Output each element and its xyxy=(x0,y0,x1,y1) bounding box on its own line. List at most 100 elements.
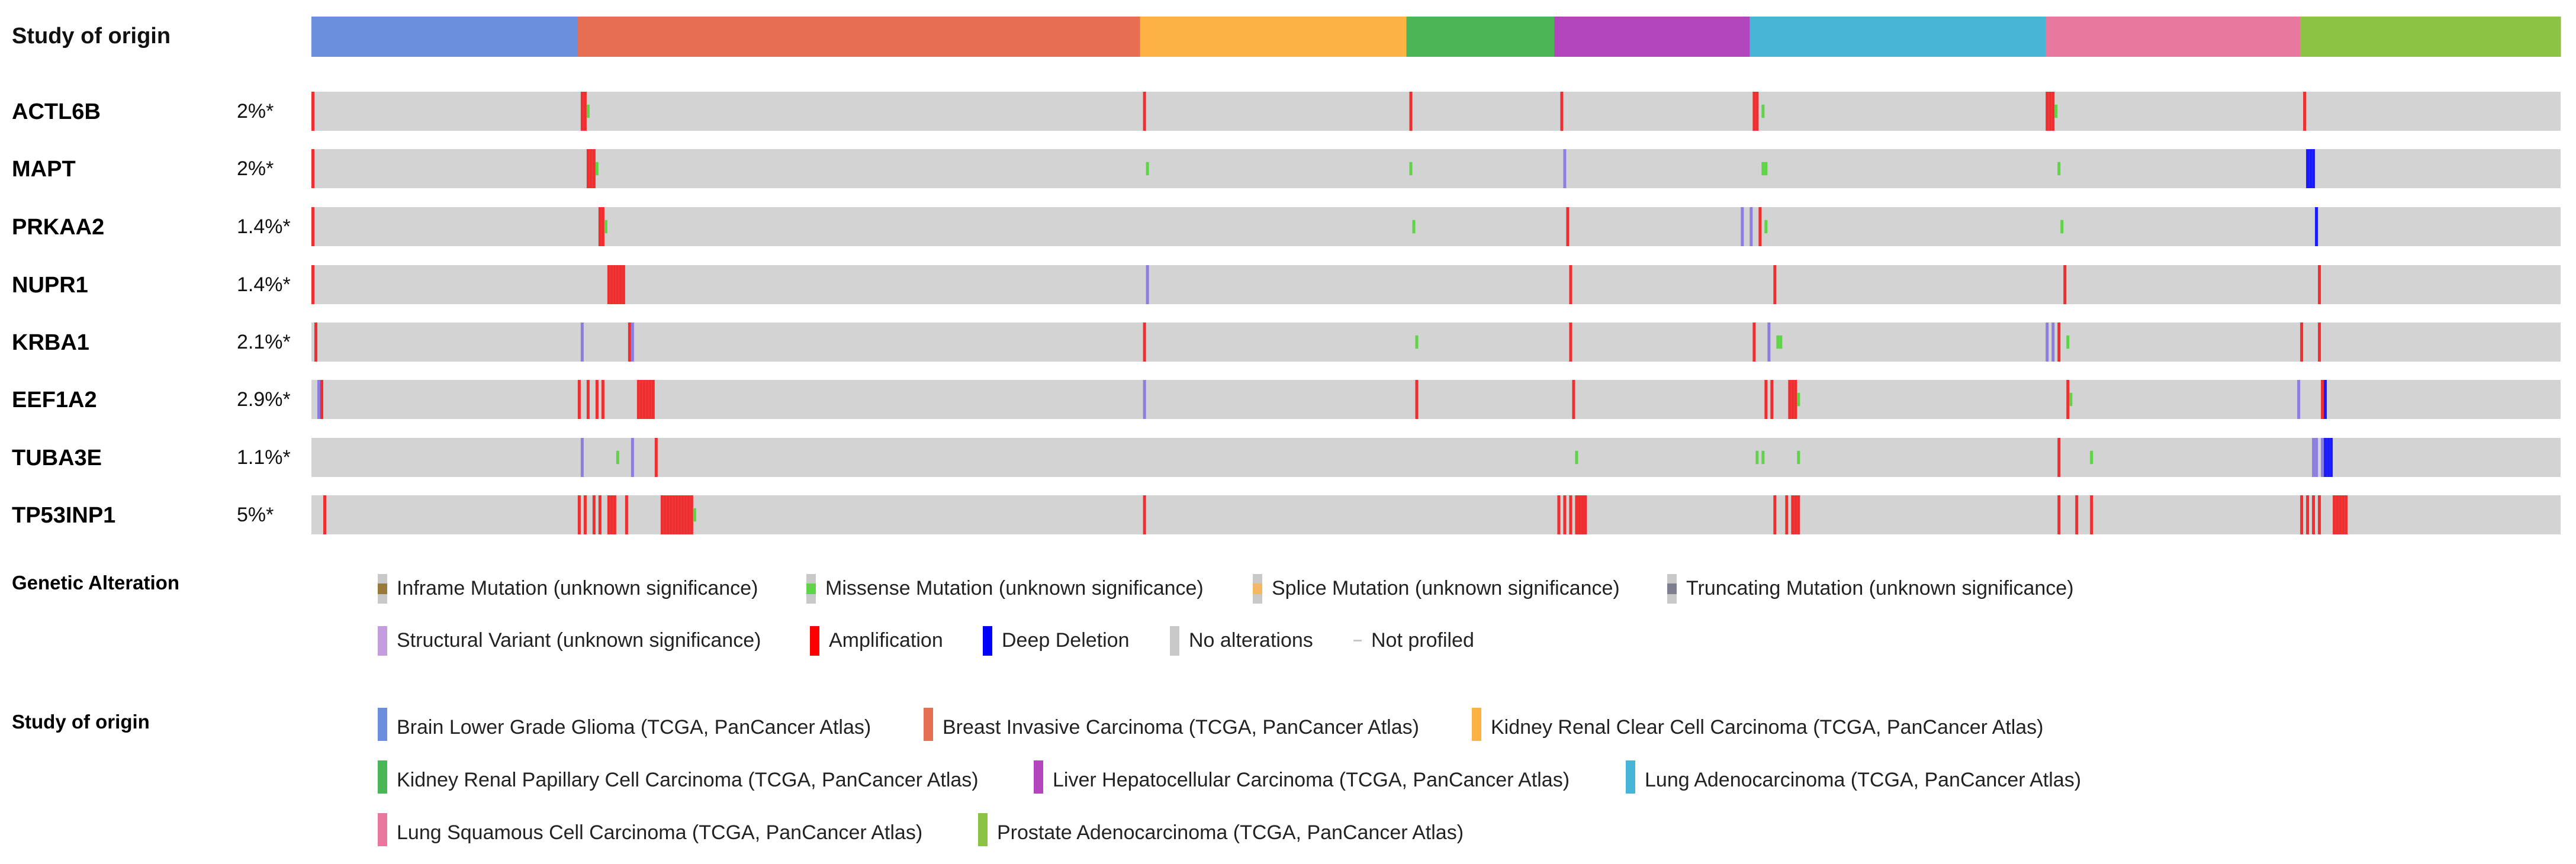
alteration-mark xyxy=(1569,323,1572,362)
alteration-mark xyxy=(1761,162,1765,176)
alteration-mark xyxy=(1752,323,1756,362)
alteration-mark xyxy=(622,265,625,304)
alteration-mark xyxy=(311,149,314,188)
alteration-mark xyxy=(619,265,622,304)
gene-label: EEF1A2 xyxy=(12,388,97,412)
alteration-mark xyxy=(1788,380,1792,419)
alteration-mark xyxy=(1752,92,1756,131)
legend-item: Splice Mutation (unknown significance) xyxy=(1253,574,1620,604)
alteration-mark xyxy=(610,495,613,534)
alteration-mark xyxy=(323,495,326,534)
alteration-mark xyxy=(1764,162,1768,176)
legend-item-label: Truncating Mutation (unknown significanc… xyxy=(1686,577,2074,599)
alteration-mark xyxy=(669,495,673,534)
alteration-mark xyxy=(681,495,684,534)
percent-label: 2.1%* xyxy=(237,331,291,353)
alteration-mark xyxy=(2057,162,2061,176)
legend-item-label: Structural Variant (unknown significance… xyxy=(397,629,761,652)
alteration-mark xyxy=(1797,450,1800,465)
alteration-mark xyxy=(1409,162,1413,176)
alteration-mark xyxy=(1767,323,1771,362)
alteration-mark xyxy=(2051,92,2055,131)
alteration-mark xyxy=(1575,495,1578,534)
alteration-mark xyxy=(642,380,646,419)
percent-label: 5%* xyxy=(237,504,274,526)
legend-item-label: Amplification xyxy=(829,629,943,652)
alteration-mark xyxy=(2333,495,2336,534)
legend-swatch xyxy=(378,708,387,741)
alteration-mark xyxy=(663,495,667,534)
alteration-mark xyxy=(604,220,607,234)
alteration-mark xyxy=(1581,495,1584,534)
alteration-mark xyxy=(1572,380,1575,419)
alteration-mark xyxy=(1578,495,1581,534)
alteration-mark xyxy=(1575,450,1578,465)
alteration-mark xyxy=(2306,495,2310,534)
legend-item-label: Lung Adenocarcinoma (TCGA, PanCancer Atl… xyxy=(1645,769,2081,791)
alteration-mark xyxy=(1750,207,1753,246)
alteration-mark xyxy=(1794,380,1797,419)
legend-item: Liver Hepatocellular Carcinoma (TCGA, Pa… xyxy=(1034,760,1570,794)
gene-label: PRKAA2 xyxy=(12,215,104,240)
study-segment xyxy=(2046,17,2301,57)
alteration-mark xyxy=(1758,207,1762,246)
legend-swatch xyxy=(378,813,387,846)
percent-label: 2%* xyxy=(237,100,274,122)
alteration-mark xyxy=(2300,495,2304,534)
alteration-mark xyxy=(687,495,690,534)
legend-item: Prostate Adenocarcinoma (TCGA, PanCancer… xyxy=(978,813,1464,846)
gene-track-background xyxy=(311,207,2561,246)
alteration-mark xyxy=(2318,265,2321,304)
alteration-mark xyxy=(2303,92,2307,131)
legend-swatch xyxy=(924,708,933,741)
percent-label: 2.9%* xyxy=(237,388,291,411)
alteration-mark xyxy=(2051,323,2055,362)
alteration-mark xyxy=(2054,104,2058,118)
genetic-alteration-legend-title: Genetic Alteration xyxy=(12,572,179,594)
legend-item-label: Liver Hepatocellular Carcinoma (TCGA, Pa… xyxy=(1053,769,1570,791)
alteration-mark xyxy=(2069,392,2073,407)
alteration-mark xyxy=(577,495,581,534)
alteration-mark xyxy=(2312,495,2315,534)
study-track-label: Study of origin xyxy=(12,24,171,49)
alteration-mark xyxy=(583,92,587,131)
alteration-mark xyxy=(675,495,678,534)
alteration-mark xyxy=(690,495,693,534)
alteration-mark xyxy=(1791,380,1794,419)
alteration-mark xyxy=(1563,149,1567,188)
alteration-mark xyxy=(631,438,634,477)
alteration-mark xyxy=(2312,438,2315,477)
percent-label: 1.4%* xyxy=(237,273,291,296)
gene-label: TP53INP1 xyxy=(12,503,115,528)
alteration-mark xyxy=(2315,207,2318,246)
gene-track-background xyxy=(311,438,2561,477)
legend-swatch xyxy=(978,813,988,846)
study-segment xyxy=(1750,17,2046,57)
alteration-mark xyxy=(2297,380,2301,419)
alteration-mark xyxy=(577,380,581,419)
legend-item-label: Deep Deletion xyxy=(1002,629,1129,652)
alteration-mark xyxy=(2339,495,2342,534)
alteration-mark xyxy=(2309,149,2313,188)
legend-item-label: Kidney Renal Papillary Cell Carcinoma (T… xyxy=(397,769,979,791)
alteration-mark xyxy=(1764,220,1768,234)
alteration-mark xyxy=(2057,323,2061,362)
alteration-mark xyxy=(639,380,643,419)
study-legend: Brain Lower Grade Glioma (TCGA, PanCance… xyxy=(378,708,2081,846)
alteration-mark xyxy=(1761,450,1765,465)
study-segment xyxy=(1554,17,1750,57)
alteration-mark xyxy=(1797,495,1800,534)
study-segment xyxy=(1140,17,1407,57)
alteration-mark xyxy=(610,265,613,304)
alteration-mark xyxy=(595,162,599,176)
alteration-mark xyxy=(1779,335,1783,349)
alteration-mark xyxy=(2090,450,2093,465)
alteration-mark xyxy=(631,323,634,362)
alteration-mark xyxy=(1764,380,1768,419)
legend-item: Lung Adenocarcinoma (TCGA, PanCancer Atl… xyxy=(1626,760,2081,794)
legend-item-label: Kidney Renal Clear Cell Carcinoma (TCGA,… xyxy=(1491,716,2043,739)
gene-labels: ACTL6B MAPT PRKAA2 NUPR1 KRBA1 EEF1A2 TU… xyxy=(12,99,115,528)
legend-item: Amplification xyxy=(810,626,943,656)
alteration-mark xyxy=(666,495,670,534)
